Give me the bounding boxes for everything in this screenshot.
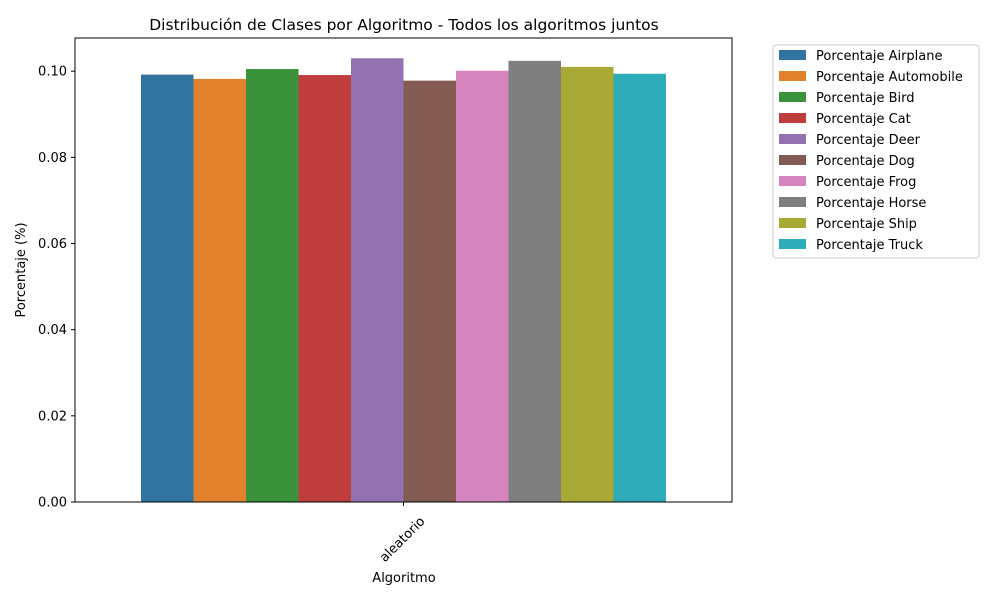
- legend-label: Porcentaje Frog: [816, 175, 916, 190]
- legend-label: Porcentaje Bird: [816, 91, 914, 106]
- legend-swatch: [779, 50, 806, 60]
- legend-swatch: [779, 176, 806, 186]
- legend-swatch: [779, 113, 806, 123]
- bar-porcentaje-truck: [614, 74, 667, 502]
- legend: Porcentaje Airplane Porcentaje Automobile…: [773, 45, 979, 258]
- legend-label: Porcentaje Airplane: [816, 49, 943, 64]
- legend-swatch: [779, 155, 806, 165]
- y-axis-label: Porcentaje (%): [14, 222, 29, 317]
- y-tick-label: 0.02: [38, 409, 67, 424]
- y-tick-label: 0.08: [38, 151, 67, 166]
- y-tick-label: 0.00: [38, 496, 67, 511]
- bar-porcentaje-deer: [351, 58, 404, 502]
- legend-label: Porcentaje Automobile: [816, 70, 963, 85]
- legend-swatch: [779, 218, 806, 228]
- legend-label: Porcentaje Deer: [816, 133, 921, 148]
- bar-porcentaje-automobile: [194, 79, 247, 502]
- y-axis-ticks: 0.00 0.02 0.04 0.06 0.08 0.10: [38, 65, 75, 511]
- legend-swatch: [779, 92, 806, 102]
- legend-swatch: [779, 134, 806, 144]
- x-tick-label: aleatorio: [377, 514, 428, 565]
- bar-porcentaje-horse: [509, 61, 562, 502]
- bar-porcentaje-airplane: [141, 75, 194, 502]
- bar-porcentaje-frog: [456, 71, 509, 502]
- legend-swatch: [779, 239, 806, 249]
- legend-label: Porcentaje Dog: [816, 154, 915, 169]
- legend-swatch: [779, 197, 806, 207]
- y-tick-label: 0.06: [38, 237, 67, 252]
- legend-swatch: [779, 71, 806, 81]
- bars-group: [141, 58, 666, 502]
- bar-porcentaje-cat: [299, 75, 352, 502]
- legend-label: Porcentaje Truck: [816, 238, 923, 253]
- bar-porcentaje-ship: [561, 67, 614, 502]
- legend-label: Porcentaje Cat: [816, 112, 911, 127]
- x-axis-ticks: aleatorio: [377, 502, 428, 565]
- y-tick-label: 0.10: [38, 65, 67, 80]
- legend-label: Porcentaje Ship: [816, 217, 917, 232]
- y-tick-label: 0.04: [38, 323, 67, 338]
- chart-title: Distribución de Clases por Algoritmo - T…: [149, 16, 658, 34]
- bar-porcentaje-dog: [404, 81, 457, 502]
- x-axis-label: Algoritmo: [372, 571, 435, 586]
- bar-porcentaje-bird: [246, 69, 299, 502]
- legend-label: Porcentaje Horse: [816, 196, 926, 211]
